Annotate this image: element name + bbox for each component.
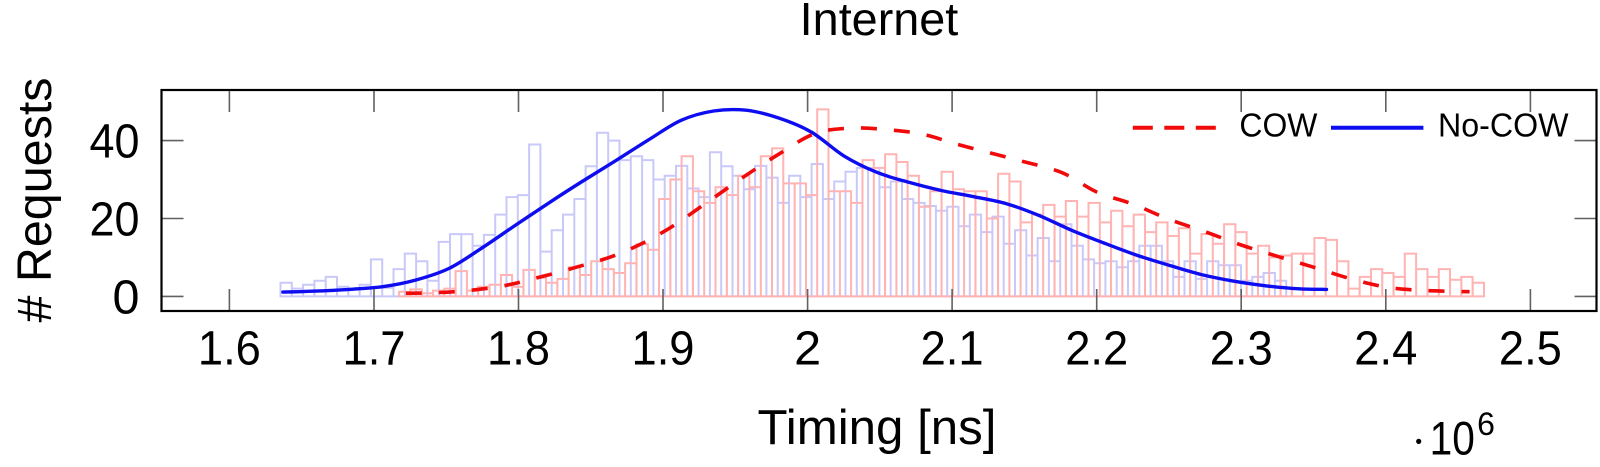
svg-text:40: 40 xyxy=(90,115,140,169)
svg-text:2.2: 2.2 xyxy=(1065,321,1128,375)
svg-text:1.6: 1.6 xyxy=(198,321,261,375)
svg-text:6: 6 xyxy=(1477,406,1495,442)
svg-text:Internet: Internet xyxy=(800,0,959,45)
svg-text:10: 10 xyxy=(1430,412,1475,462)
svg-text:1.9: 1.9 xyxy=(632,321,695,375)
svg-text:2.4: 2.4 xyxy=(1354,321,1417,375)
svg-text:1.8: 1.8 xyxy=(487,321,550,375)
svg-text:2: 2 xyxy=(794,321,821,375)
svg-text:No-COW: No-COW xyxy=(1438,107,1569,144)
svg-text:2.3: 2.3 xyxy=(1210,321,1273,375)
svg-text:2.5: 2.5 xyxy=(1499,321,1562,375)
svg-text:Timing [ns]: Timing [ns] xyxy=(758,400,997,455)
svg-text:2.1: 2.1 xyxy=(921,321,984,375)
svg-text:20: 20 xyxy=(90,192,140,246)
svg-text:COW: COW xyxy=(1239,107,1318,144)
svg-text:# Requests: # Requests xyxy=(8,78,62,323)
svg-text:0: 0 xyxy=(113,270,140,324)
svg-text:1.7: 1.7 xyxy=(343,321,406,375)
